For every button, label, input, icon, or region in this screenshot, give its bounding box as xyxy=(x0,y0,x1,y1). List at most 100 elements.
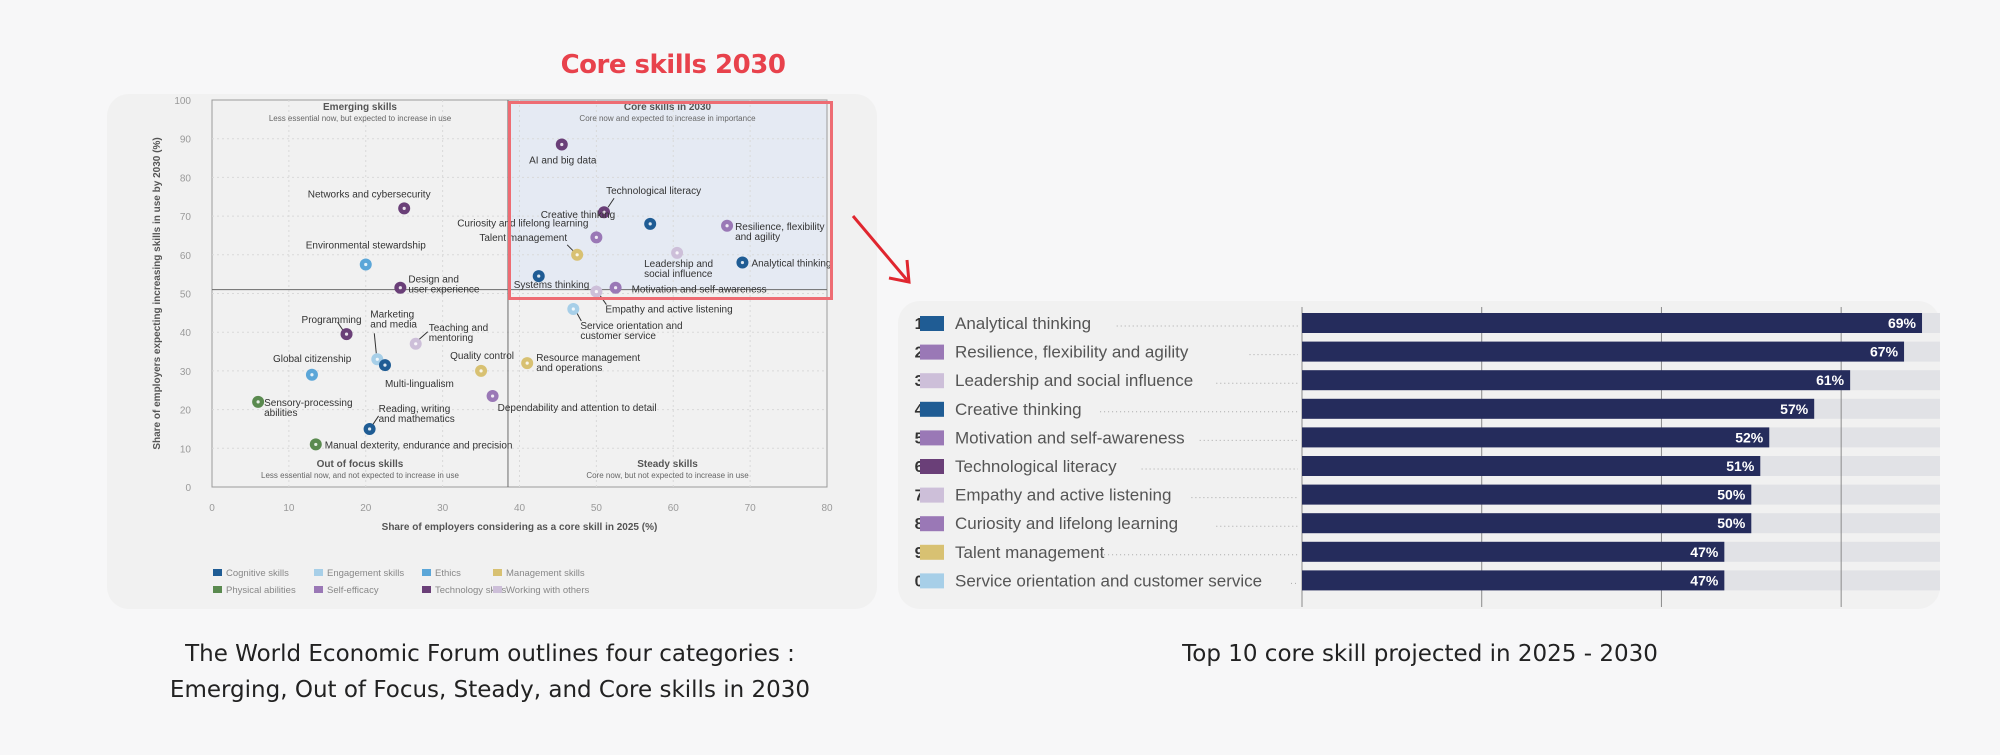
quadrant-subtitle: Less essential now, and not expected to … xyxy=(261,471,459,480)
data-point-center xyxy=(525,361,529,365)
point-label-line: Analytical thinking xyxy=(751,259,831,270)
point-label-line: and operations xyxy=(536,363,602,374)
point-leader-line xyxy=(373,333,377,354)
point-label: Reading, writing and mathematics xyxy=(379,404,455,425)
point-label: Leadership and social influence xyxy=(644,259,713,280)
y-tick-label: 100 xyxy=(174,96,191,107)
legend-swatch xyxy=(213,586,222,593)
point-label: Service orientation and customer service xyxy=(580,321,682,342)
legend-label: Cognitive skills xyxy=(226,568,289,579)
category-swatch xyxy=(920,401,944,417)
x-tick-label: 60 xyxy=(668,503,680,514)
point-leader-line xyxy=(372,415,380,426)
legend-swatch xyxy=(493,586,502,593)
skill-label: Curiosity and lifelong learning xyxy=(955,514,1178,533)
data-point-center xyxy=(613,286,618,290)
data-point-center xyxy=(575,253,579,257)
point-label: Programming xyxy=(302,315,362,326)
core-quadrant-fill xyxy=(507,100,827,290)
point-label: Creative thinking xyxy=(541,210,615,221)
x-tick-label: 10 xyxy=(283,503,295,514)
point-label-line: Curiosity and lifelong learning xyxy=(457,218,588,229)
y-axis-label: Share of employers expecting increasing … xyxy=(152,137,163,449)
y-tick-label: 0 xyxy=(185,483,191,494)
point-label-line: Leadership and xyxy=(644,259,713,270)
category-swatch xyxy=(920,516,944,532)
point-label-line: and mathematics xyxy=(379,414,455,425)
point-label: AI and big data xyxy=(529,156,597,167)
x-tick-label: 80 xyxy=(821,503,833,514)
point-label-line: Multi-lingualism xyxy=(385,379,454,390)
point-label: Resilience, flexibility and agility xyxy=(735,222,824,243)
point-label: Quality control xyxy=(450,351,514,362)
quadrant-title: Core skills in 2030 xyxy=(624,102,712,113)
x-tick-label: 40 xyxy=(514,503,526,514)
legend-swatch xyxy=(422,569,431,576)
data-point-center xyxy=(314,442,318,447)
y-tick-label: 50 xyxy=(180,290,192,301)
skills-scatter-chart: 0 10 20 30 40 50 60 70 80 0 10 20 30 40 50 60 70 80 90 100 S… xyxy=(152,96,833,596)
point-label-line: Creative thinking xyxy=(541,210,615,221)
bar-value-label: 50% xyxy=(1717,515,1746,531)
point-leader-line xyxy=(598,294,607,305)
point-label: Sensory-processing abilities xyxy=(264,398,352,419)
point-label: Global citizenship xyxy=(273,354,352,365)
point-label: Technological literacy xyxy=(606,186,701,197)
point-label: Systems thinking xyxy=(514,280,590,291)
point-label: Environmental stewardship xyxy=(306,240,426,251)
legend-label: Management skills xyxy=(506,568,585,579)
point-label: Dependability and attention to detail xyxy=(498,403,657,414)
legend-label: Engagement skills xyxy=(327,568,404,579)
point-label-line: Sensory-processing xyxy=(264,398,352,409)
x-tick-label: 50 xyxy=(591,503,603,514)
point-label-line: abilities xyxy=(264,408,297,419)
bar-value-label: 47% xyxy=(1690,544,1719,560)
legend-swatch xyxy=(213,569,222,576)
point-label-line: AI and big data xyxy=(529,156,597,167)
category-swatch xyxy=(920,487,944,503)
point-label: Analytical thinking xyxy=(751,259,831,270)
arrow-icon xyxy=(851,215,911,284)
point-label-line: Marketing xyxy=(370,309,414,320)
data-point-center xyxy=(364,262,368,267)
data-point-center xyxy=(310,373,314,377)
category-swatch xyxy=(920,544,944,560)
point-label: Marketing and media xyxy=(370,309,417,330)
y-tick-label: 30 xyxy=(180,367,192,378)
legend-swatch xyxy=(422,586,431,593)
point-label-line: Resilience, flexibility xyxy=(735,222,824,233)
bar xyxy=(1302,341,1905,362)
legend-label: Self-efficacy xyxy=(327,585,379,596)
point-label: Talent management xyxy=(479,233,567,244)
point-label: Motivation and self-awareness xyxy=(632,285,767,296)
point-label-line: customer service xyxy=(580,331,656,342)
point-label-line: and media xyxy=(370,319,417,330)
data-point-center xyxy=(602,210,606,214)
data-point-center xyxy=(402,206,406,210)
legend-label: Ethics xyxy=(435,568,461,579)
bar xyxy=(1302,313,1923,333)
point-leader-line xyxy=(418,331,429,341)
skill-label: Motivation and self-awareness xyxy=(955,428,1185,447)
point-label-line: mentoring xyxy=(429,333,473,344)
left-caption-line-2: Emerging, Out of Focus, Steady, and Core… xyxy=(169,677,811,703)
x-axis-label: Share of employers considering as a core… xyxy=(382,522,658,533)
point-label: Design and user experience xyxy=(408,275,480,296)
point-label-line: Technological literacy xyxy=(606,186,701,197)
data-point-center xyxy=(367,427,372,431)
point-label-line: Dependability and attention to detail xyxy=(498,403,657,414)
left-caption: The World Economic Forum outlines four c… xyxy=(140,636,840,708)
skill-label: Service orientation and customer service xyxy=(955,571,1262,590)
data-point-center xyxy=(414,342,418,346)
point-label-line: Programming xyxy=(302,315,362,326)
point-label: Empathy and active listening xyxy=(605,305,732,316)
point-label-line: Design and xyxy=(408,275,459,286)
bar-value-label: 69% xyxy=(1888,315,1917,331)
point-label: Resource management and operations xyxy=(536,353,640,374)
bar-value-label: 47% xyxy=(1690,572,1719,588)
point-label-line: Empathy and active listening xyxy=(605,305,732,316)
bar xyxy=(1302,398,1815,419)
y-tick-label: 20 xyxy=(180,406,192,417)
data-point-center xyxy=(648,222,652,226)
